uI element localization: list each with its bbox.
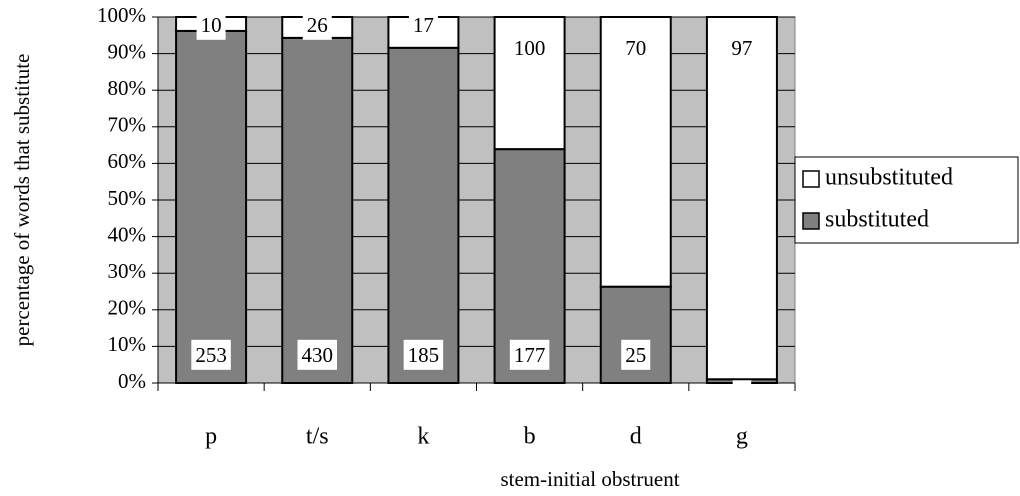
- data-label-box: [191, 339, 231, 370]
- data-label-box: [408, 9, 438, 40]
- data-label: 97: [731, 36, 752, 60]
- data-label-box: [297, 339, 337, 370]
- data-label: 26: [307, 13, 328, 37]
- bar-segment: [175, 29, 248, 384]
- legend-label: substituted: [825, 207, 929, 233]
- data-label-box: [727, 32, 757, 63]
- legend-swatch: [802, 170, 820, 188]
- y-axis-title: percentage of words that substitute: [10, 54, 34, 347]
- legend-swatch: [802, 212, 820, 230]
- y-tick-label: 50%: [108, 186, 147, 210]
- y-tick-label: 60%: [108, 149, 147, 173]
- x-tick-label: k: [417, 424, 429, 450]
- x-tick-label: t/s: [306, 424, 329, 450]
- data-label-box: [509, 32, 550, 63]
- legend-box: [794, 156, 1019, 244]
- bar-segment: [705, 16, 778, 381]
- legend-label: unsubstituted: [825, 165, 953, 191]
- x-axis-title: stem-initial obstruent: [500, 467, 679, 491]
- data-label-box: [403, 339, 444, 370]
- y-tick-label: 20%: [108, 296, 147, 320]
- data-label-box: [302, 9, 332, 40]
- data-label: 17: [413, 13, 434, 37]
- x-tick-label: p: [205, 424, 217, 450]
- data-label-box: [621, 32, 651, 63]
- data-label: 253: [195, 343, 227, 367]
- bar-segment: [387, 46, 460, 385]
- bar-segment: [281, 36, 354, 385]
- data-label: 70: [625, 36, 646, 60]
- x-tick-label: g: [736, 424, 748, 450]
- data-label: 177: [514, 343, 546, 367]
- data-label: 100: [514, 36, 546, 60]
- y-tick-label: 0%: [118, 369, 146, 393]
- data-label: 25: [625, 343, 646, 367]
- data-label-box: [621, 339, 651, 370]
- data-label: 185: [408, 343, 440, 367]
- y-tick-label: 90%: [108, 39, 147, 63]
- data-label: 430: [302, 343, 334, 367]
- y-tick-label: 80%: [108, 76, 147, 100]
- data-label-box: [196, 9, 226, 40]
- y-tick-label: 40%: [108, 222, 147, 246]
- data-label-box: [509, 339, 550, 370]
- y-tick-label: 30%: [108, 259, 147, 283]
- x-tick-label: d: [630, 424, 642, 450]
- x-tick-label: b: [524, 424, 536, 450]
- y-tick-label: 70%: [108, 113, 147, 137]
- data-label: 10: [201, 13, 222, 37]
- y-tick-label: 100%: [97, 3, 146, 27]
- y-tick-label: 10%: [108, 332, 147, 356]
